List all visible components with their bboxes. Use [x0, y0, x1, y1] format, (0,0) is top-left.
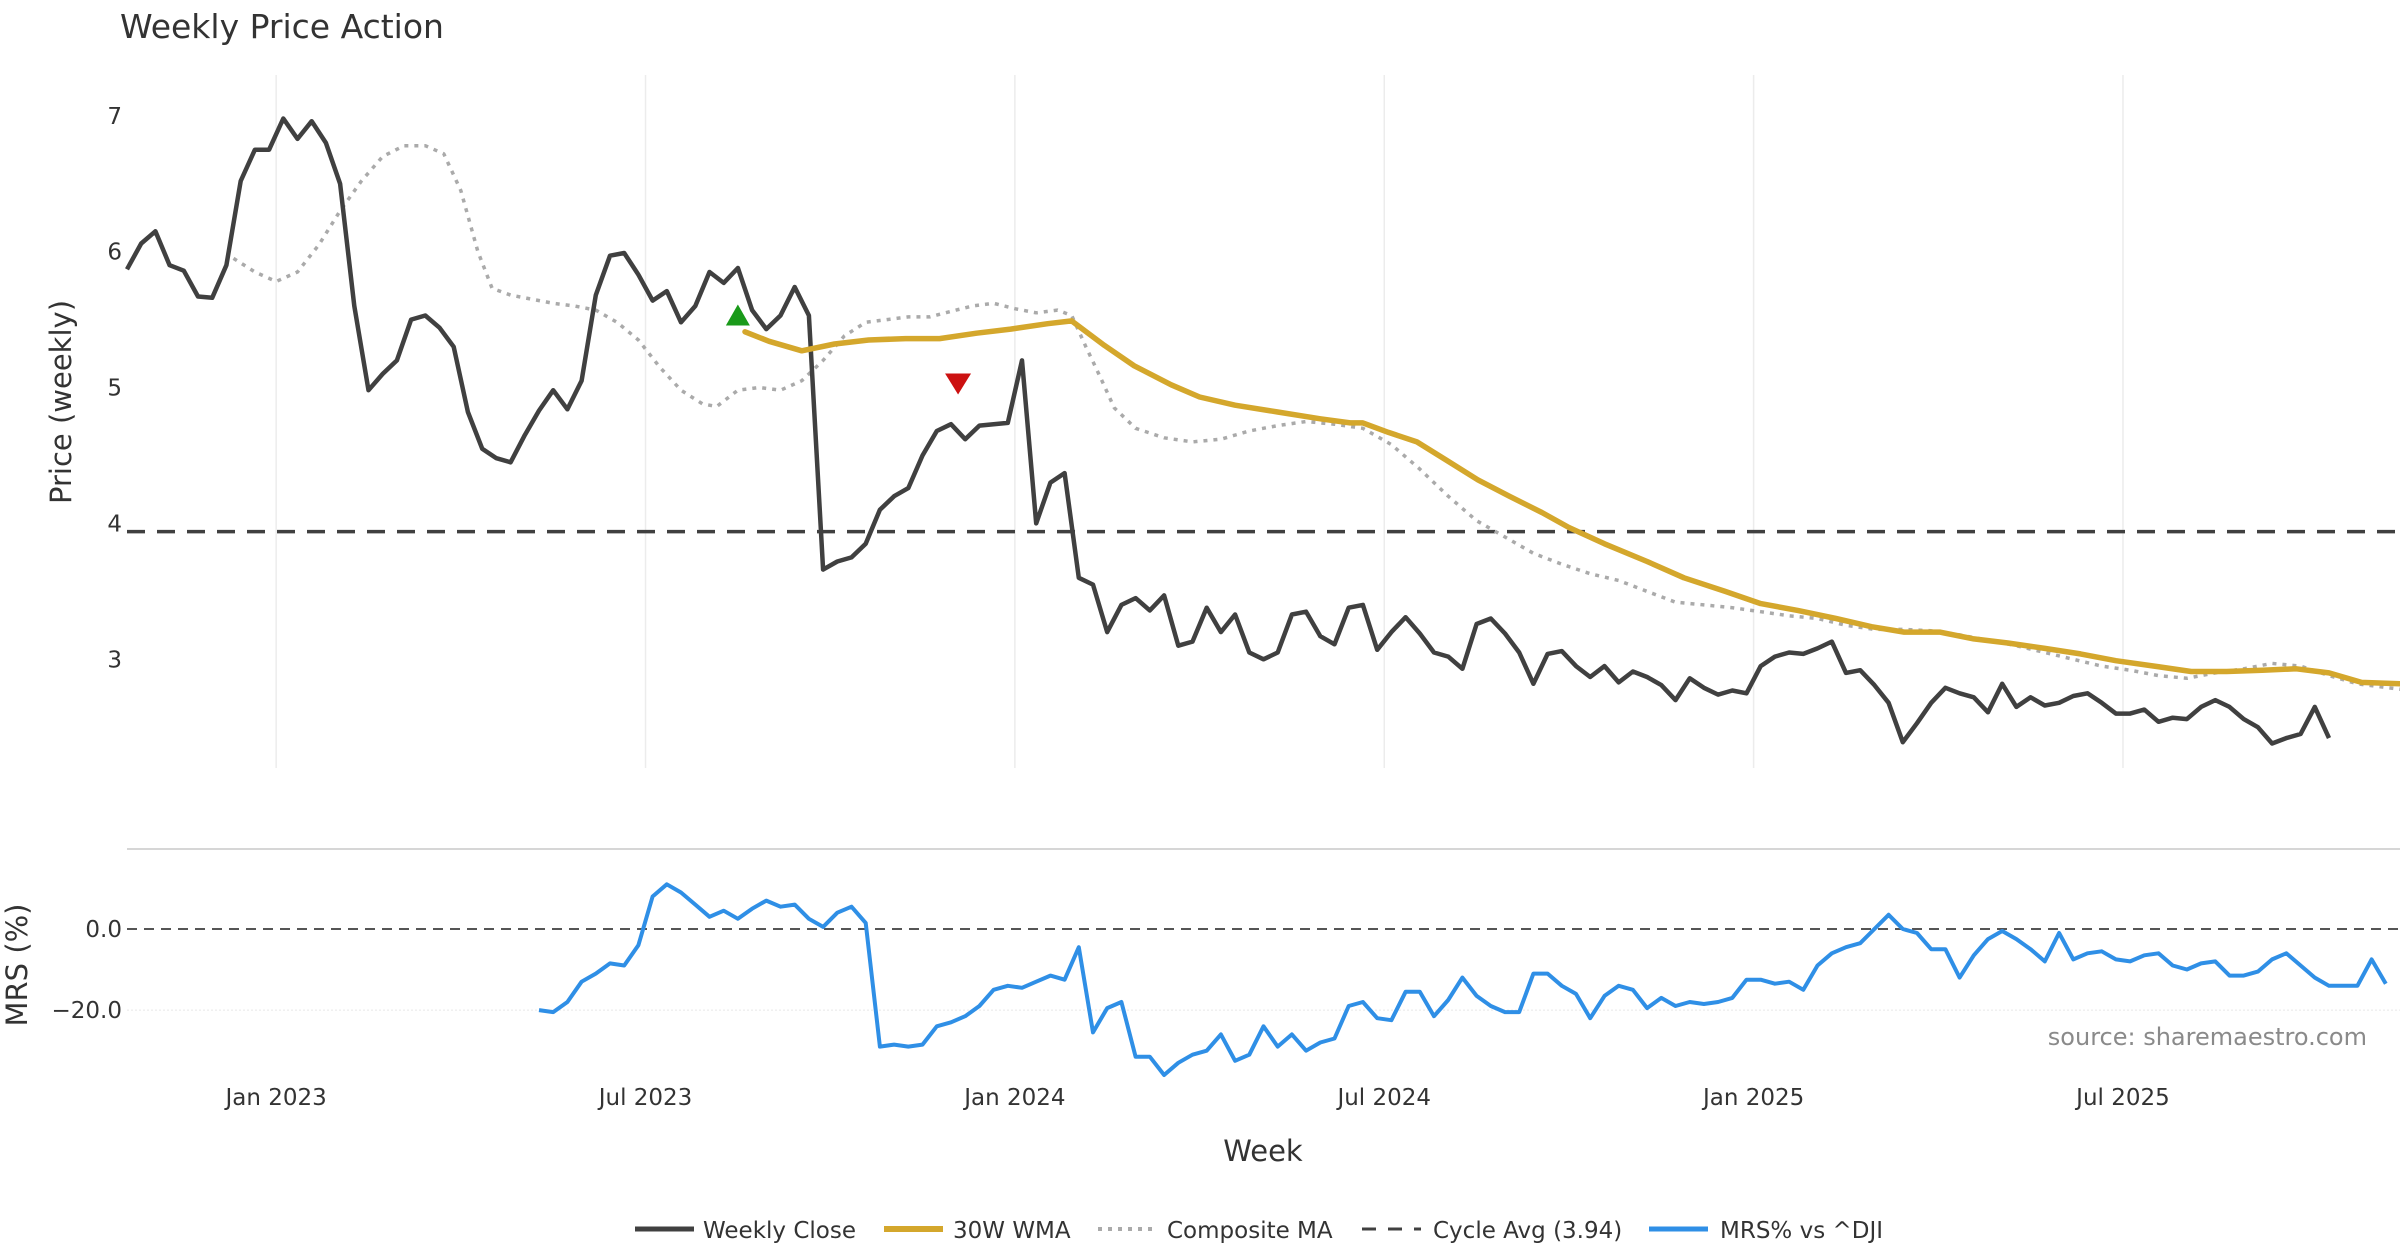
price-tick-label: 3 — [107, 647, 122, 673]
x-tick-label: Jan 2025 — [1701, 1085, 1804, 1111]
x-tick-label: Jul 2024 — [1335, 1085, 1431, 1111]
legend-label-mrs: MRS% vs ^DJI — [1720, 1218, 1883, 1244]
legend-label-wma: 30W WMA — [953, 1218, 1071, 1244]
source-note: source: sharemaestro.com — [2048, 1023, 2367, 1051]
buy-signal-marker — [725, 304, 750, 326]
x-tick-label: Jan 2024 — [962, 1085, 1065, 1111]
price-series — [125, 116, 2400, 746]
legend-label-cycle-avg: Cycle Avg (3.94) — [1433, 1218, 1622, 1244]
x-tick-label: Jul 2025 — [2074, 1085, 2170, 1111]
price-tick-label: 7 — [107, 104, 122, 130]
mrs-tick-label: 0.0 — [85, 917, 122, 943]
legend-label-weekly-close: Weekly Close — [703, 1218, 856, 1244]
x-axis-ticks: Jan 2023 Jul 2023 Jan 2024 Jul 2024 Jan 2025… — [224, 1085, 2170, 1111]
x-tick-label: Jul 2023 — [597, 1085, 693, 1111]
mrs-line — [538, 882, 2388, 1077]
price-tick-label: 5 — [107, 376, 122, 402]
mrs-axis-label: MRS (%) — [0, 904, 34, 1027]
vertical-gridlines — [275, 75, 2124, 768]
price-tick-label: 6 — [107, 240, 122, 266]
weekly-close-line — [125, 116, 2332, 746]
mrs-y-ticks: 0.0 −20.0 — [52, 917, 2400, 1024]
x-axis-label: Week — [1223, 1134, 1303, 1168]
chart-title: Weekly Price Action — [120, 7, 444, 46]
wma-30w-line — [742, 318, 2400, 687]
sell-signal-marker — [945, 373, 972, 395]
price-y-ticks: 3 4 5 6 7 — [107, 104, 122, 674]
x-tick-label: Jan 2023 — [224, 1085, 327, 1111]
mrs-tick-label: −20.0 — [52, 998, 122, 1024]
legend-label-composite-ma: Composite MA — [1167, 1218, 1333, 1244]
price-axis-label: Price (weekly) — [44, 300, 78, 504]
legend: Weekly Close 30W WMA Composite MA Cycle … — [635, 1218, 1883, 1244]
mrs-series — [127, 882, 2400, 1077]
price-tick-label: 4 — [107, 511, 122, 537]
signal-markers — [725, 304, 972, 395]
